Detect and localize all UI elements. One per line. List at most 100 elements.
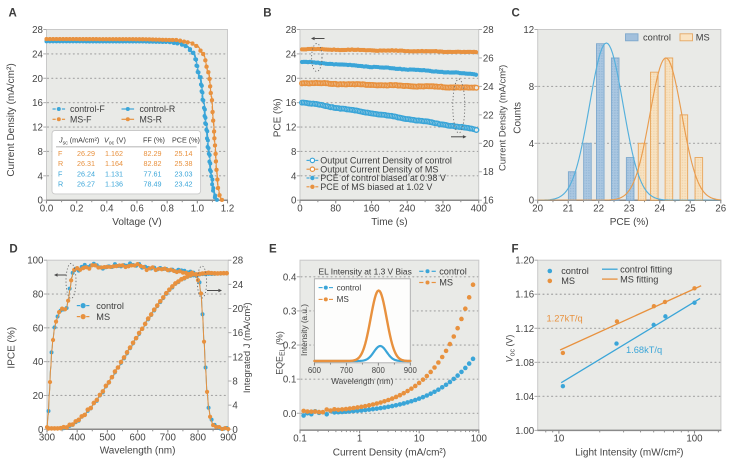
svg-text:82.29: 82.29 [144,149,162,158]
svg-text:26.29: 26.29 [77,149,95,158]
svg-text:600: 600 [308,366,322,375]
svg-text:1.27kT/q: 1.27kT/q [547,314,583,324]
svg-text:MS-R: MS-R [140,115,162,125]
svg-text:0.2: 0.2 [70,203,83,214]
svg-text:Light Intensity (mW/cm²): Light Intensity (mW/cm²) [575,447,683,458]
svg-text:D: D [9,243,17,255]
svg-text:82.82: 82.82 [144,159,162,168]
svg-text:B: B [263,7,271,19]
svg-text:PCE of control biased at 0.98: PCE of control biased at 0.98 V [320,173,446,183]
svg-text:8: 8 [232,377,237,388]
svg-text:100: 100 [686,434,703,445]
svg-text:Voc (V): Voc (V) [104,136,126,147]
svg-text:MS-F: MS-F [70,115,92,125]
svg-text:500: 500 [99,433,116,444]
svg-text:1.08: 1.08 [515,358,534,369]
svg-text:1.20: 1.20 [515,256,534,267]
svg-text:900: 900 [404,366,418,375]
svg-text:20: 20 [483,139,494,150]
svg-text:300: 300 [39,433,56,444]
svg-text:10: 10 [554,434,565,445]
svg-text:1.68kT/q: 1.68kT/q [626,345,662,355]
svg-text:Counts: Counts [512,102,523,134]
svg-text:1.0: 1.0 [191,203,205,214]
svg-text:0: 0 [297,203,303,214]
svg-text:700: 700 [160,433,177,444]
svg-text:28: 28 [232,256,243,267]
svg-text:MS: MS [561,276,575,286]
svg-text:control-R: control-R [140,104,176,114]
svg-text:26.27: 26.27 [77,180,95,189]
svg-text:control: control [643,33,671,43]
svg-text:0: 0 [38,196,44,207]
svg-text:16: 16 [483,196,494,207]
svg-text:16: 16 [286,98,297,109]
svg-text:4: 4 [232,401,238,412]
svg-text:1.12: 1.12 [515,324,534,335]
svg-text:25: 25 [685,203,696,214]
svg-text:20: 20 [286,74,297,85]
svg-text:8: 8 [529,82,534,93]
svg-text:IPCE (%): IPCE (%) [7,327,18,369]
svg-text:0.1: 0.1 [283,375,296,386]
svg-text:23.03: 23.03 [175,169,193,178]
svg-text:0: 0 [291,196,297,207]
svg-text:23: 23 [624,203,635,214]
svg-text:MS: MS [696,33,710,43]
svg-text:22: 22 [483,110,494,121]
svg-text:control: control [439,267,467,277]
svg-text:0.6: 0.6 [130,203,143,214]
svg-text:25.14: 25.14 [175,149,193,158]
svg-text:8: 8 [291,147,296,158]
svg-text:160: 160 [363,203,380,214]
svg-text:0.3: 0.3 [283,306,296,317]
svg-text:40: 40 [33,357,44,368]
svg-text:F: F [58,169,63,178]
svg-text:Voc (V): Voc (V) [505,335,517,363]
svg-text:PCE (%): PCE (%) [272,98,283,137]
svg-text:Jsc (mA/cm²): Jsc (mA/cm²) [58,136,99,147]
svg-text:25.38: 25.38 [175,159,193,168]
svg-text:1.164: 1.164 [105,159,123,168]
svg-text:320: 320 [435,203,452,214]
svg-text:F: F [512,243,519,255]
svg-text:control: control [337,283,362,292]
svg-text:Voltage (V): Voltage (V) [112,217,161,228]
svg-text:control: control [561,266,589,276]
svg-text:26.31: 26.31 [77,159,95,168]
svg-text:control-F: control-F [70,104,105,114]
svg-text:R: R [58,159,63,168]
svg-text:MS fitting: MS fitting [620,274,658,284]
svg-text:A: A [9,7,17,19]
svg-text:20: 20 [32,74,43,85]
svg-text:Current Density (mA/cm²): Current Density (mA/cm²) [496,65,507,171]
svg-text:28: 28 [32,25,43,36]
svg-text:80: 80 [330,203,341,214]
svg-text:400: 400 [69,433,86,444]
svg-text:12: 12 [286,123,297,134]
svg-text:control: control [96,301,124,311]
svg-text:0: 0 [529,196,535,207]
svg-text:100: 100 [27,256,44,267]
svg-text:0: 0 [38,425,44,436]
svg-text:26.24: 26.24 [77,169,95,178]
svg-text:1.16: 1.16 [515,290,534,301]
svg-text:20: 20 [232,304,243,315]
svg-text:100: 100 [471,433,488,444]
svg-text:24: 24 [32,49,43,60]
svg-text:F: F [58,149,63,158]
svg-text:Integrated J (mA/cm²): Integrated J (mA/cm²) [241,302,252,393]
svg-text:4: 4 [38,171,44,182]
svg-text:PCE (%): PCE (%) [610,217,649,228]
svg-text:24: 24 [483,82,494,93]
svg-text:1.131: 1.131 [105,169,123,178]
svg-text:24: 24 [232,280,243,291]
svg-text:EQEEL (%): EQEEL (%) [275,331,287,375]
svg-text:Time (s): Time (s) [371,217,407,228]
svg-text:240: 240 [399,203,416,214]
svg-text:4: 4 [529,139,535,150]
svg-text:4: 4 [291,171,297,182]
svg-text:20: 20 [532,203,543,214]
svg-text:77.61: 77.61 [144,169,162,178]
svg-text:control fitting: control fitting [620,264,672,274]
